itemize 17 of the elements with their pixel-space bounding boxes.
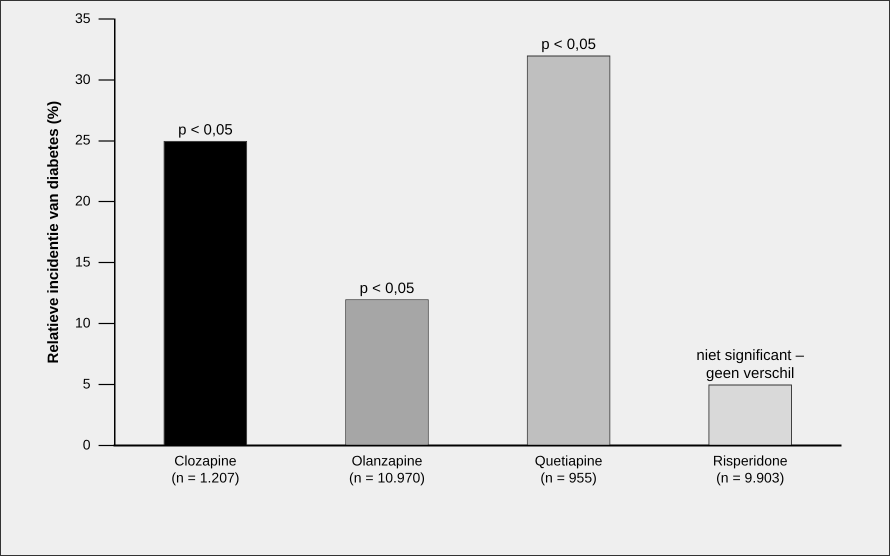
y-tick-label: 0 xyxy=(82,436,91,452)
annotation: p < 0,05 xyxy=(541,36,596,54)
y-tick-label: 25 xyxy=(74,132,91,148)
annotation: niet significant – geen verschil xyxy=(696,347,805,382)
x-tick-label: Risperidone (n = 9.903) xyxy=(712,452,788,486)
x-tick-label: Olanzapine (n = 10.970) xyxy=(349,452,425,486)
y-tick-label: 35 xyxy=(74,10,91,26)
y-tick-label: 5 xyxy=(82,375,91,392)
y-tick-label: 30 xyxy=(74,70,91,87)
y-tick-label: 10 xyxy=(74,314,91,330)
y-tick-label: 15 xyxy=(74,254,91,270)
y-axis-title: Relatieve incidentie van diabetes (%) xyxy=(45,100,62,364)
y-tick-label: 20 xyxy=(74,192,91,209)
x-tick-label: Clozapine (n = 1.207) xyxy=(171,452,240,486)
annotation: p < 0,05 xyxy=(178,121,233,138)
x-tick-label: Quetiapine (n = 955) xyxy=(534,452,603,486)
annotation: p < 0,05 xyxy=(360,280,414,297)
